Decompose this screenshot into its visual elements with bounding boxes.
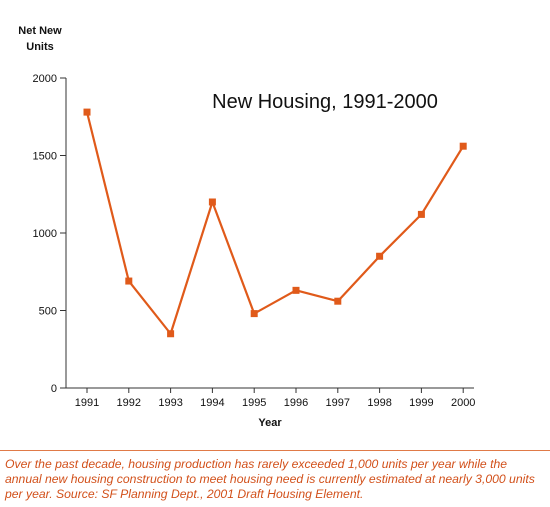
caption-box: Over the past decade, housing production…	[0, 450, 550, 507]
data-point	[167, 330, 175, 338]
data-point	[417, 210, 425, 218]
x-tick-label: 1995	[242, 397, 266, 409]
x-tick-label: 1994	[200, 397, 224, 409]
data-point	[208, 198, 216, 206]
data-point	[459, 142, 467, 150]
data-point	[250, 310, 258, 318]
x-tick-label: 1997	[326, 397, 350, 409]
x-tick-label: 1999	[409, 397, 433, 409]
data-point	[83, 108, 91, 116]
y-tick-label: 1500	[33, 151, 57, 163]
x-axis-label: Year	[258, 417, 282, 429]
series-line	[85, 111, 465, 335]
x-tick-label: 1991	[75, 397, 99, 409]
line-chart: Net New Units New Housing, 1991-2000 0 500…	[18, 25, 475, 429]
x-tick-label: 1998	[367, 397, 391, 409]
x-tick-label: 2000	[451, 397, 475, 409]
y-tick-label: 1000	[33, 228, 57, 240]
y-axis-label: Net New Units	[18, 25, 62, 53]
chart-title: New Housing, 1991-2000	[212, 91, 438, 113]
data-point	[125, 277, 133, 285]
chart-caption: Over the past decade, housing production…	[5, 457, 535, 501]
x-tick-label: 1992	[117, 397, 141, 409]
data-point	[334, 297, 342, 305]
y-tick-label: 500	[39, 306, 57, 318]
x-tick-label: 1996	[284, 397, 308, 409]
data-point	[376, 252, 384, 260]
y-tick-label: 0	[51, 383, 57, 395]
y-tick-label: 2000	[33, 73, 57, 85]
data-point	[292, 286, 300, 294]
x-tick-label: 1993	[158, 397, 182, 409]
